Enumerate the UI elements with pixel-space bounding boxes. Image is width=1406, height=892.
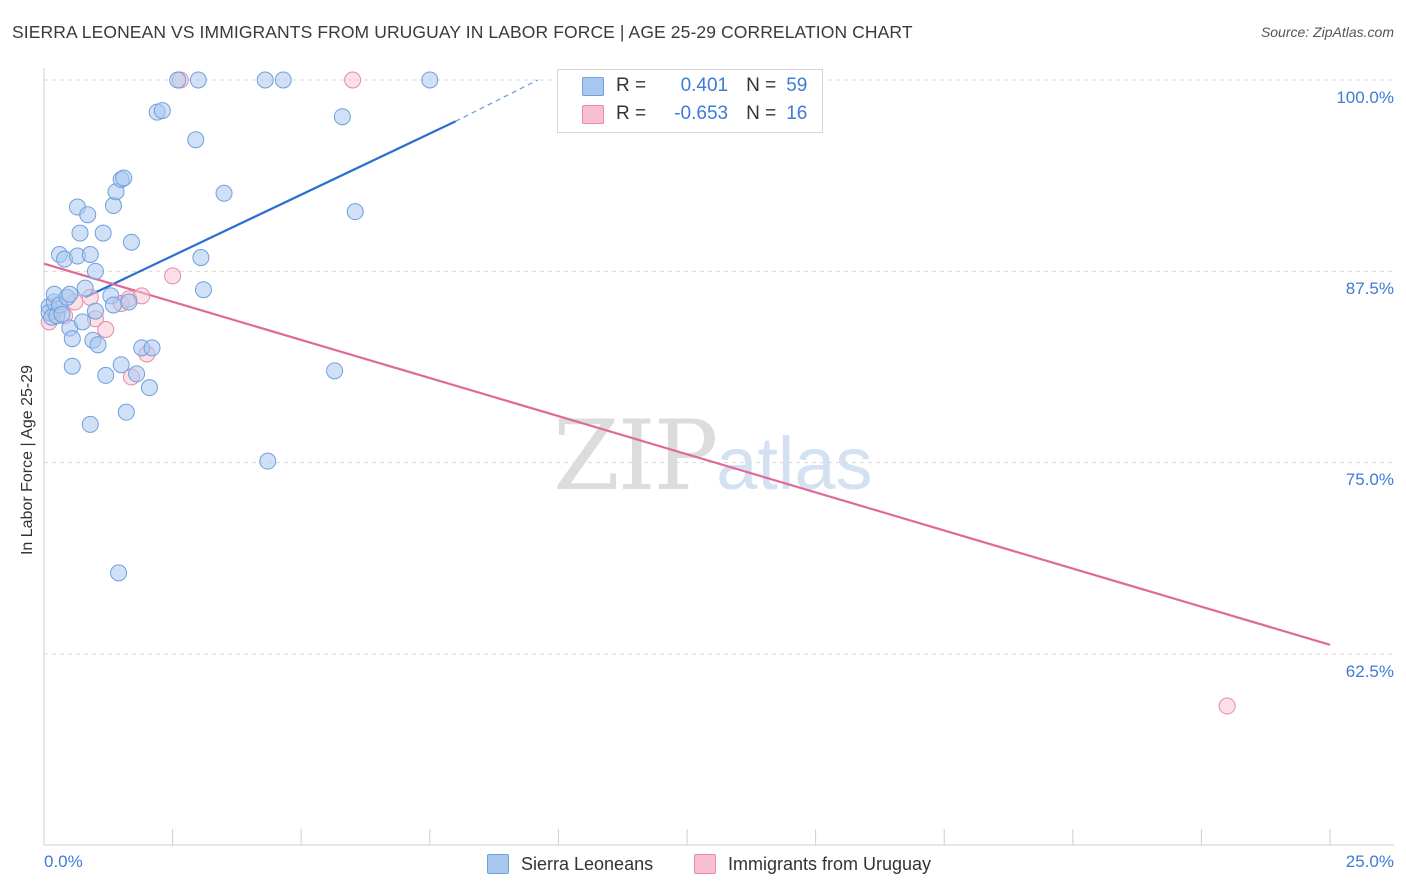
point-sierra-leonean bbox=[79, 206, 97, 224]
legend-n-label: N = bbox=[746, 75, 777, 96]
legend-r-value: 0.401 bbox=[680, 75, 729, 96]
point-sierra-leonean bbox=[104, 197, 122, 215]
axes bbox=[43, 68, 1394, 846]
point-uruguay bbox=[164, 267, 182, 285]
y-axis-label: In Labor Force | Age 25-29 bbox=[19, 364, 36, 556]
point-sierra-leonean bbox=[86, 302, 104, 320]
x-tick-label-max: 25.0% bbox=[1345, 852, 1394, 871]
legend-row-uruguay: R = -0.653 N = 16 bbox=[582, 102, 807, 126]
point-sierra-leonean bbox=[120, 293, 138, 311]
y-tick-label-87-5: 87.5% bbox=[1345, 279, 1394, 298]
point-sierra-leonean bbox=[117, 403, 135, 421]
legend-n-value: 16 bbox=[786, 103, 808, 124]
point-sierra-leonean bbox=[333, 108, 351, 126]
bottom-legend-uruguay: Immigrants from Uruguay bbox=[694, 852, 931, 876]
point-sierra-leonean bbox=[256, 71, 274, 89]
point-uruguay bbox=[1218, 697, 1236, 715]
point-sierra-leonean bbox=[63, 330, 81, 348]
legend-r-label: R = bbox=[616, 103, 647, 124]
trendline-uruguay bbox=[43, 262, 1331, 646]
point-sierra-leonean bbox=[63, 357, 81, 375]
point-sierra-leonean bbox=[53, 305, 71, 323]
trendlines bbox=[43, 79, 1331, 646]
point-sierra-leonean bbox=[104, 296, 122, 314]
point-sierra-leonean bbox=[89, 336, 107, 354]
bottom-legend-sierra-leoneans: Sierra Leoneans bbox=[487, 852, 653, 876]
series-sierra-leonean-points bbox=[40, 71, 439, 582]
legend-row-sierra-leoneans: R = 0.401 N = 59 bbox=[582, 74, 807, 98]
point-sierra-leonean bbox=[128, 365, 146, 383]
y-tick-label-62-5: 62.5% bbox=[1345, 662, 1394, 681]
point-sierra-leonean bbox=[215, 184, 233, 202]
point-sierra-leonean bbox=[143, 339, 161, 357]
point-sierra-leonean bbox=[81, 415, 99, 433]
point-sierra-leonean bbox=[326, 362, 344, 380]
point-sierra-leonean bbox=[421, 71, 439, 89]
source-credit: Source: ZipAtlas.com bbox=[1260, 24, 1394, 40]
point-sierra-leonean bbox=[194, 281, 212, 299]
point-sierra-leonean bbox=[76, 279, 94, 297]
point-sierra-leonean bbox=[81, 245, 99, 263]
watermark: ZIPatlas bbox=[553, 400, 873, 512]
point-sierra-leonean bbox=[86, 262, 104, 280]
x-tick-label-min: 0.0% bbox=[44, 852, 83, 871]
point-sierra-leonean bbox=[187, 131, 205, 149]
point-sierra-leonean bbox=[153, 102, 171, 120]
point-sierra-leonean bbox=[74, 313, 92, 331]
legend-n-label: N = bbox=[746, 103, 777, 124]
trendline-sierra-leoneans-extension bbox=[455, 79, 539, 122]
point-sierra-leonean bbox=[169, 71, 187, 89]
bottom-legend-label: Immigrants from Uruguay bbox=[728, 853, 932, 874]
legend-r-value: -0.653 bbox=[674, 103, 729, 124]
legend-swatch-pink bbox=[582, 104, 604, 124]
y-tick-label-75: 75.0% bbox=[1345, 470, 1394, 489]
point-sierra-leonean bbox=[110, 564, 128, 582]
point-sierra-leonean bbox=[189, 71, 207, 89]
legend-n-value: 59 bbox=[786, 75, 808, 96]
point-sierra-leonean bbox=[259, 452, 277, 470]
point-sierra-leonean bbox=[115, 169, 133, 187]
point-sierra-leonean bbox=[346, 203, 364, 221]
y-tick-label-100: 100.0% bbox=[1336, 88, 1394, 107]
point-sierra-leonean bbox=[140, 379, 158, 397]
chart-title: SIERRA LEONEAN VS IMMIGRANTS FROM URUGUA… bbox=[12, 22, 913, 42]
point-sierra-leonean bbox=[112, 356, 130, 374]
watermark-atlas: atlas bbox=[716, 422, 873, 505]
point-sierra-leonean bbox=[97, 366, 115, 384]
legend-swatch-blue bbox=[582, 76, 604, 96]
point-sierra-leonean bbox=[122, 233, 140, 251]
correlation-legend: R = 0.401 N = 59 R = -0.653 N = 16 bbox=[557, 69, 823, 133]
point-sierra-leonean bbox=[192, 249, 210, 267]
bottom-legend-label: Sierra Leoneans bbox=[521, 853, 654, 874]
point-sierra-leonean bbox=[274, 71, 292, 89]
trendline-sierra-leoneans bbox=[84, 120, 456, 299]
gridlines bbox=[44, 79, 1394, 655]
bottom-legend-swatch-pink bbox=[694, 854, 716, 874]
series-uruguay-points bbox=[40, 71, 1236, 715]
point-sierra-leonean bbox=[94, 224, 112, 242]
point-uruguay bbox=[97, 320, 115, 338]
point-uruguay bbox=[344, 71, 362, 89]
legend-r-label: R = bbox=[616, 75, 647, 96]
point-sierra-leonean bbox=[71, 224, 89, 242]
point-sierra-leonean bbox=[61, 285, 79, 303]
bottom-legend-swatch-blue bbox=[487, 854, 509, 874]
